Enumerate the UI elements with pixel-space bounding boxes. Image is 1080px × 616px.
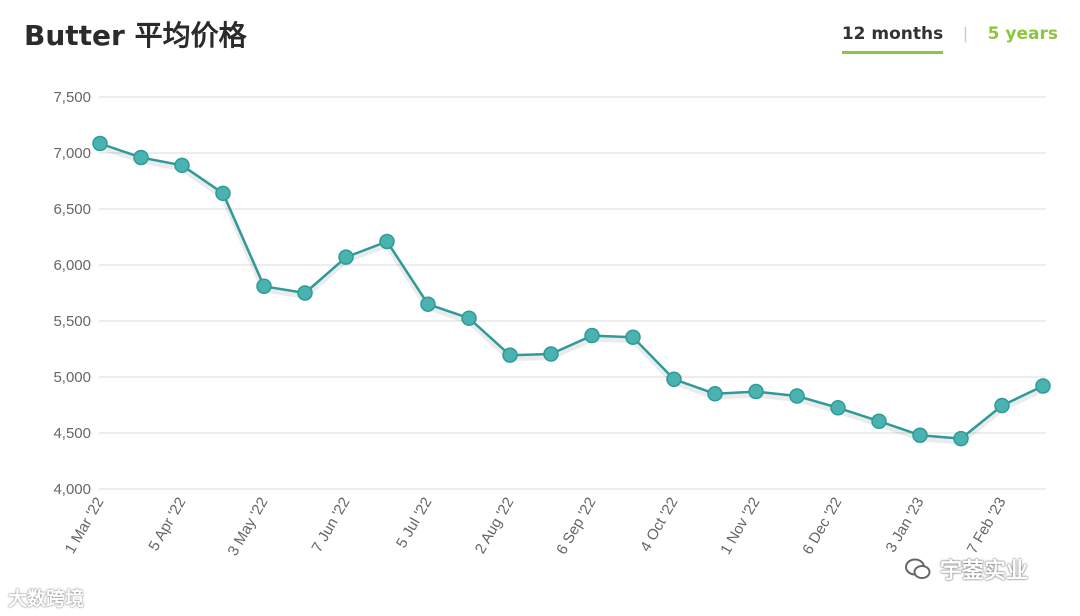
data-point[interactable] <box>994 397 1010 414</box>
y-tick-label: 4,000 <box>53 481 91 498</box>
data-point[interactable] <box>584 327 600 344</box>
data-point[interactable] <box>215 185 231 202</box>
x-tick-label: 5 Apr '22 <box>145 495 189 554</box>
data-point[interactable] <box>666 371 682 387</box>
series-line <box>99 142 1044 440</box>
data-point[interactable] <box>133 149 149 166</box>
data-point[interactable] <box>379 233 395 250</box>
data-point[interactable] <box>625 329 641 345</box>
x-tick-label: 7 Feb '23 <box>964 495 1010 557</box>
x-tick-label: 3 Jan '23 <box>883 495 928 556</box>
tab-12-months[interactable]: 12 months <box>841 24 944 54</box>
x-tick-label: 1 Nov '22 <box>717 495 763 558</box>
x-axis-ticks: 1 Mar '22 5 Apr '22 3 May '22 7 Jun '22 5 Ju… <box>62 495 1010 559</box>
y-tick-label: 5,000 <box>53 369 91 386</box>
x-tick-label: 6 Dec '22 <box>799 495 845 558</box>
x-tick-label: 1 Mar '22 <box>62 495 108 557</box>
watermark-right-text: 宇蓥实业 <box>940 559 1029 584</box>
y-tick-label: 5,500 <box>53 313 91 330</box>
x-tick-label: 2 Aug '22 <box>472 495 518 557</box>
data-point[interactable] <box>338 249 354 265</box>
period-tabs: 12 months | 5 years <box>841 24 1058 54</box>
y-tick-label: 7,500 <box>53 89 91 106</box>
data-point[interactable] <box>871 413 887 429</box>
data-point[interactable] <box>707 386 723 402</box>
data-point[interactable] <box>789 388 805 404</box>
page-title: Butter 平均价格 <box>24 19 247 52</box>
data-point[interactable] <box>92 135 108 152</box>
y-tick-label: 4,500 <box>53 425 91 442</box>
x-tick-label: 3 May '22 <box>224 495 271 559</box>
x-tick-label: 4 Oct '22 <box>637 495 682 555</box>
y-tick-label: 6,500 <box>53 201 91 218</box>
data-point[interactable] <box>748 383 764 400</box>
data-point[interactable] <box>461 310 477 326</box>
data-point[interactable] <box>953 430 969 447</box>
data-point[interactable] <box>174 157 190 174</box>
watermark-right: 宇蓥实业 <box>904 553 1028 585</box>
series-line <box>99 142 1045 445</box>
data-point[interactable] <box>912 427 928 443</box>
data-point[interactable] <box>543 346 559 362</box>
y-tick-label: 7,000 <box>53 145 91 162</box>
data-point[interactable] <box>502 347 518 363</box>
series-markers <box>92 135 1051 447</box>
y-axis-ticks: 4,000 4,500 5,000 5,500 6,000 6,500 7,000 7,500 <box>53 89 91 498</box>
tab-separator: | <box>963 24 968 43</box>
data-point[interactable] <box>1035 378 1051 394</box>
x-tick-label: 5 Jul '22 <box>393 495 435 551</box>
data-point[interactable] <box>297 285 313 301</box>
tab-5-years[interactable]: 5 years <box>987 24 1058 44</box>
series-line-shadow <box>99 143 1045 445</box>
wechat-icon <box>905 558 931 579</box>
x-tick-label: 7 Jun '22 <box>309 495 354 556</box>
data-point[interactable] <box>420 296 436 312</box>
data-point[interactable] <box>256 278 272 295</box>
data-point[interactable] <box>830 400 846 416</box>
y-tick-label: 6,000 <box>53 257 91 274</box>
watermark-left: 大数跨境 <box>8 588 85 610</box>
grid-lines <box>99 96 1046 490</box>
x-tick-label: 6 Sep '22 <box>553 495 599 558</box>
